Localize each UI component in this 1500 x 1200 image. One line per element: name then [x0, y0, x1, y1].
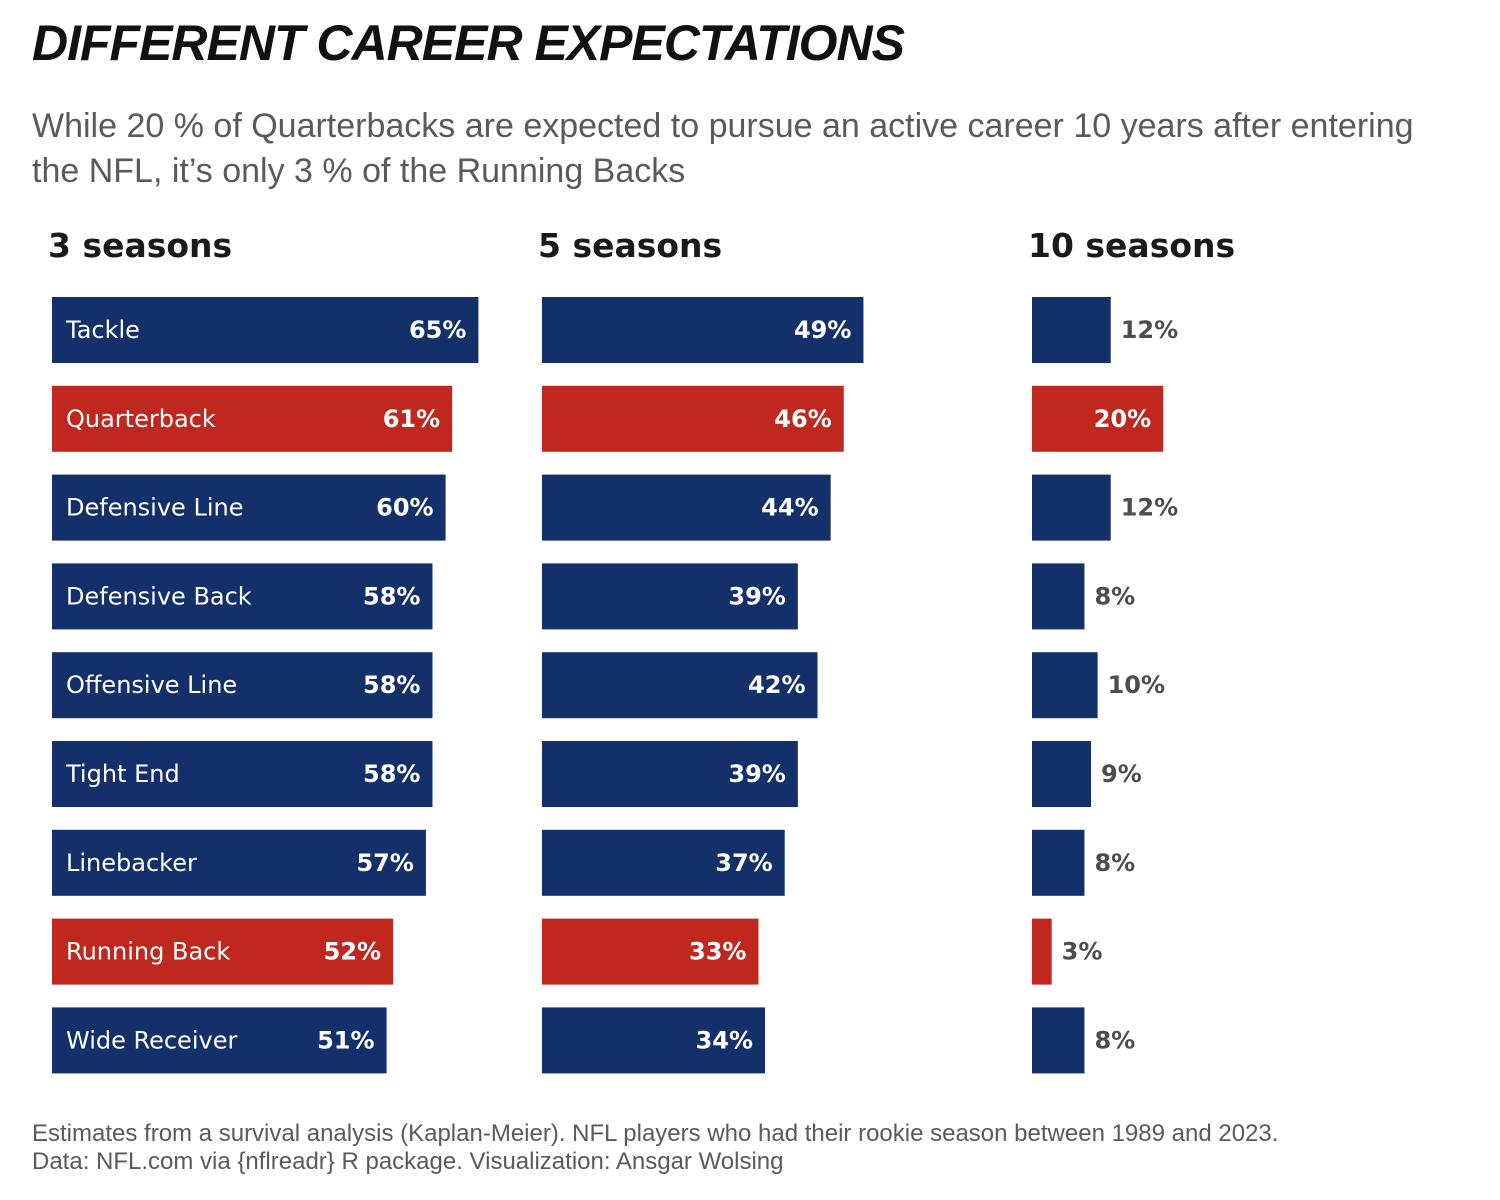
- panel-3-seasons: 3 seasons Tackle 65% Quarterback 61% Defensiv…: [48, 226, 479, 1074]
- bar-running-back: [52, 918, 394, 985]
- value-label: 49%: [794, 316, 851, 344]
- value-label: 46%: [774, 405, 831, 433]
- panel-10-seasons: 10 seasons 12% 20% 12% 8% 10% 9% 8% 3% 8%: [1028, 226, 1235, 1074]
- bar-defensive-line: [52, 474, 446, 541]
- value-label: 51%: [317, 1026, 374, 1054]
- value-label: 39%: [728, 582, 785, 610]
- panel-title: 3 seasons: [48, 226, 232, 265]
- bar-defensive-line: [1032, 474, 1111, 541]
- bar-wide-receiver: [52, 1007, 387, 1074]
- category-label: Defensive Line: [66, 494, 243, 522]
- panel-title: 10 seasons: [1028, 226, 1235, 265]
- bar-offensive-line: [1032, 652, 1098, 719]
- value-label: 58%: [363, 760, 420, 788]
- value-label: 65%: [409, 316, 466, 344]
- value-label: 9%: [1101, 760, 1142, 788]
- value-label: 61%: [383, 405, 440, 433]
- bar-wide-receiver: [1032, 1007, 1085, 1074]
- value-label: 42%: [748, 671, 805, 699]
- category-label: Linebacker: [66, 849, 197, 877]
- bar-running-back: [542, 918, 759, 985]
- value-label: 39%: [728, 760, 785, 788]
- chart-title: DIFFERENT CAREER EXPECTATIONS: [32, 15, 905, 71]
- value-label: 3%: [1062, 938, 1103, 966]
- value-label: 20%: [1094, 405, 1151, 433]
- value-label: 8%: [1094, 849, 1135, 877]
- value-label: 57%: [356, 849, 413, 877]
- bar-linebacker: [1032, 829, 1085, 896]
- value-label: 58%: [363, 582, 420, 610]
- bar-linebacker: [542, 829, 785, 896]
- category-label: Running Back: [66, 938, 230, 966]
- bar-tight-end: [1032, 741, 1092, 807]
- category-label: Tackle: [65, 316, 140, 344]
- value-label: 60%: [376, 494, 433, 522]
- value-label: 10%: [1108, 671, 1165, 699]
- bar-tackle: [542, 297, 864, 363]
- bar-linebacker: [52, 829, 426, 896]
- bar-tackle: [52, 297, 479, 363]
- value-label: 8%: [1094, 1026, 1135, 1054]
- bar-defensive-back: [542, 563, 798, 630]
- value-label: 52%: [324, 938, 381, 966]
- category-label: Quarterback: [66, 405, 216, 433]
- value-label: 8%: [1094, 582, 1135, 610]
- value-label: 44%: [761, 494, 818, 522]
- bar-defensive-line: [542, 474, 831, 541]
- value-label: 12%: [1121, 494, 1178, 522]
- bar-quarterback: [1032, 385, 1164, 452]
- value-label: 34%: [696, 1026, 753, 1054]
- value-label: 58%: [363, 671, 420, 699]
- value-label: 33%: [689, 938, 746, 966]
- chart-subtitle: While 20 % of Quarterbacks are expected …: [32, 107, 1414, 190]
- bar-tight-end: [542, 741, 798, 807]
- bar-wide-receiver: [542, 1007, 766, 1074]
- bar-offensive-line: [52, 652, 433, 719]
- bar-tackle: [1032, 297, 1111, 363]
- bar-running-back: [1032, 918, 1052, 985]
- bar-quarterback: [52, 385, 453, 452]
- category-label: Offensive Line: [66, 671, 237, 699]
- caption-source-credit: Data: NFL.com via {nflreadr} R package. …: [32, 1148, 784, 1175]
- category-label: Defensive Back: [66, 582, 252, 610]
- bar-quarterback: [542, 385, 844, 452]
- bar-defensive-back: [1032, 563, 1085, 630]
- value-label: 12%: [1121, 316, 1178, 344]
- category-label: Wide Receiver: [66, 1026, 237, 1054]
- panel-title: 5 seasons: [538, 226, 722, 265]
- bar-tight-end: [52, 741, 433, 807]
- category-label: Tight End: [65, 760, 180, 788]
- caption-method-note: Estimates from a survival analysis (Kapl…: [32, 1120, 1279, 1147]
- bar-offensive-line: [542, 652, 818, 719]
- panel-5-seasons: 5 seasons 49% 46% 44% 39% 42% 39% 37% 33% 34%: [538, 226, 864, 1074]
- value-label: 37%: [715, 849, 772, 877]
- bar-defensive-back: [52, 563, 433, 630]
- chart-caption: Estimates from a survival analysis (Kapl…: [32, 1120, 1278, 1176]
